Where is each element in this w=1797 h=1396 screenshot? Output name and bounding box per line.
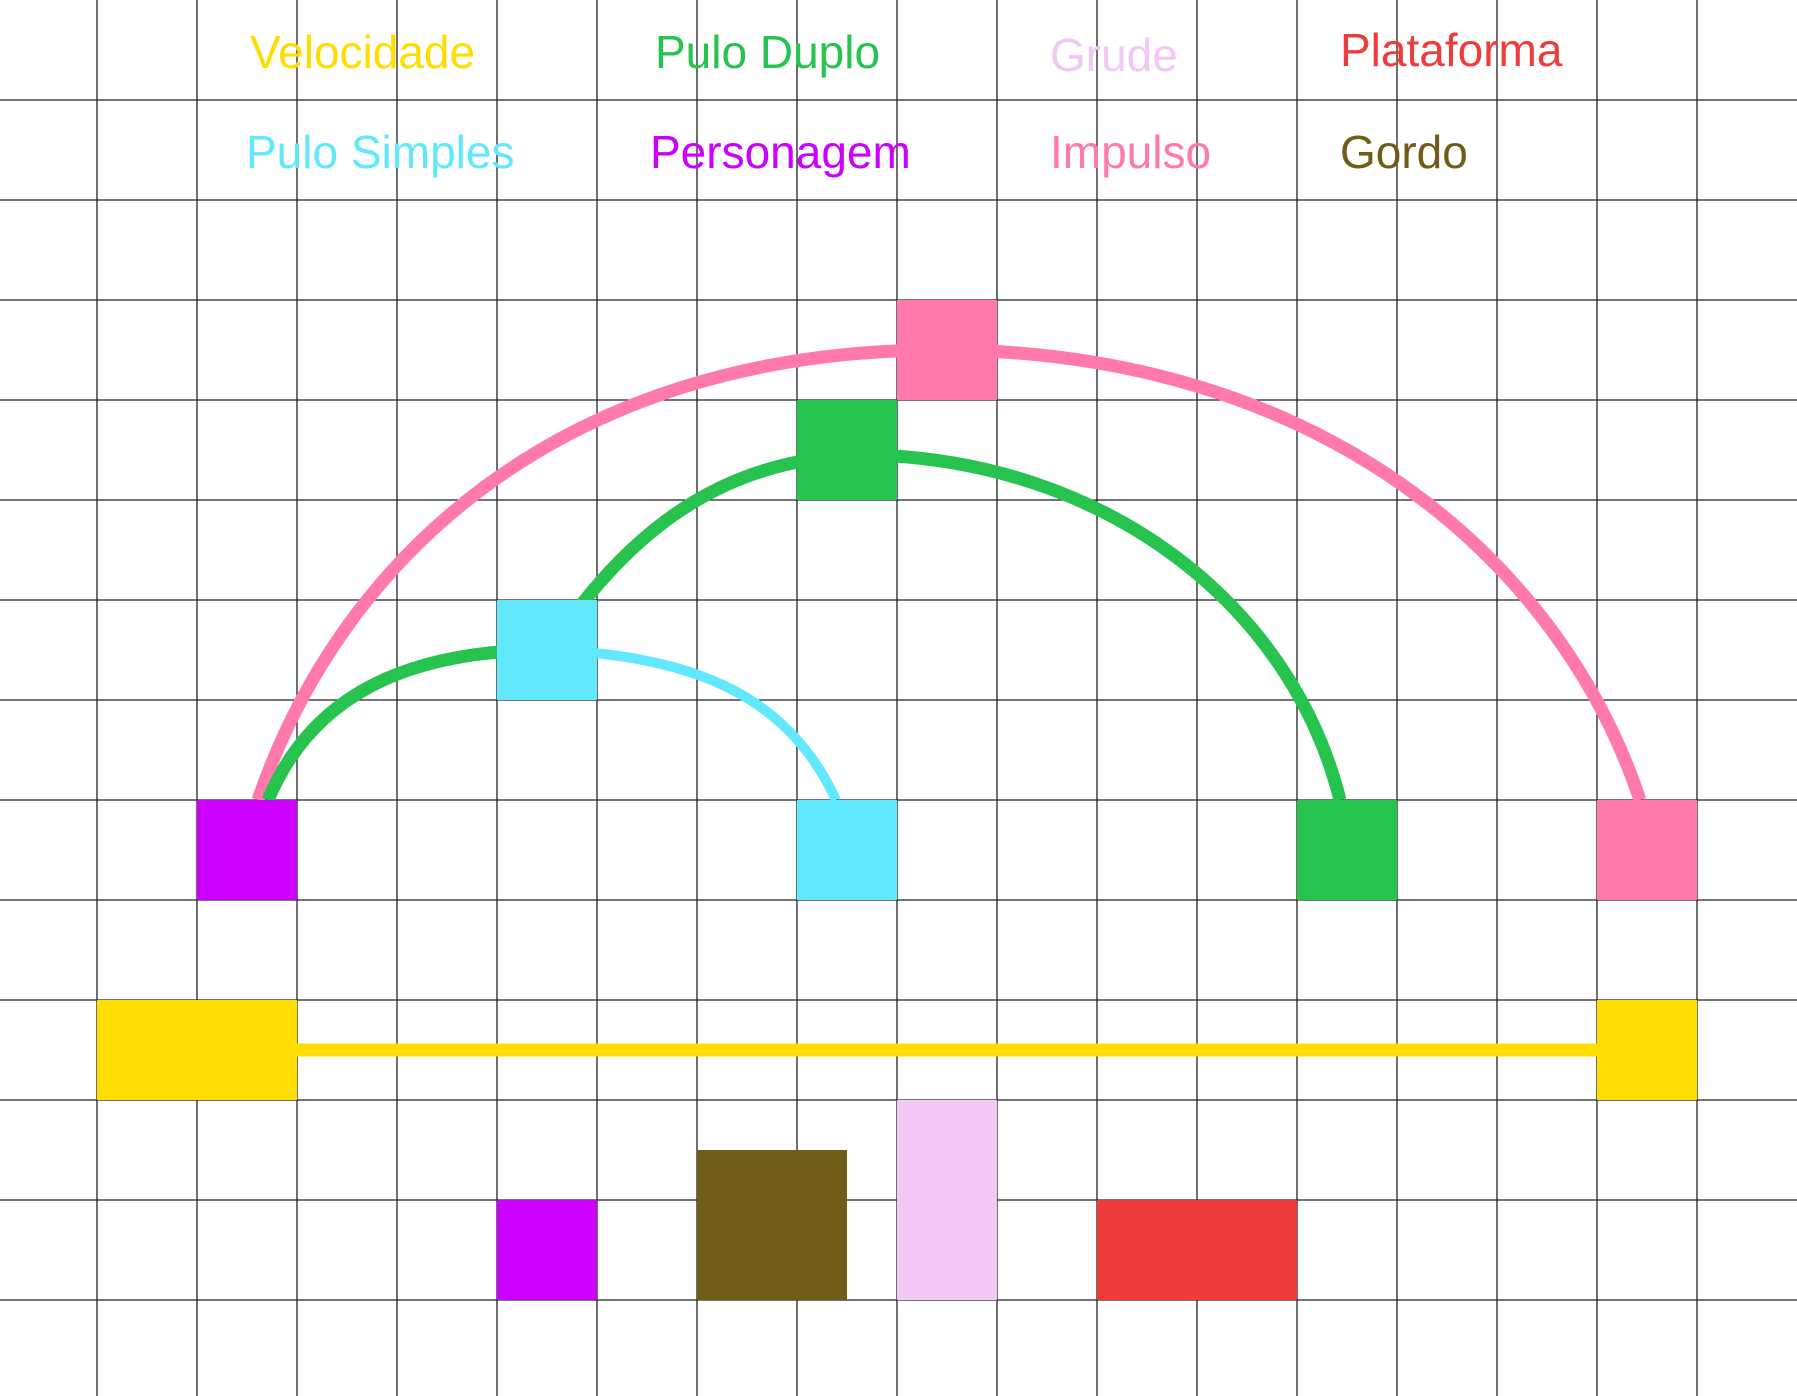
legend: Velocidade Pulo Duplo Grude Plataforma P…: [246, 24, 1563, 178]
velocidade-start-block: [97, 1000, 297, 1100]
gordo-sample-block: [697, 1150, 847, 1300]
legend-impulso: Impulso: [1050, 126, 1211, 178]
legend-plataforma: Plataforma: [1340, 24, 1563, 76]
pulo-simples-landing-block: [797, 800, 897, 900]
legend-pulo-duplo: Pulo Duplo: [655, 26, 880, 78]
pulo-duplo-peak-block: [797, 400, 897, 500]
legend-gordo: Gordo: [1340, 126, 1468, 178]
velocidade-end-block: [1597, 1000, 1697, 1100]
pulo-duplo-trajectory: [262, 448, 1347, 803]
legend-personagem: Personagem: [650, 126, 911, 178]
grude-sample-block: [897, 1100, 997, 1300]
legend-velocidade: Velocidade: [250, 26, 475, 78]
impulso-trajectory: [251, 343, 1647, 803]
plataforma-sample-block: [1097, 1200, 1297, 1300]
legend-grude: Grude: [1050, 29, 1178, 81]
personagem-sample-block: [497, 1200, 597, 1300]
impulso-landing-block: [1597, 800, 1697, 900]
impulso-peak-block: [897, 300, 997, 400]
pulo-simples-trajectory: [547, 645, 841, 803]
pulo-simples-peak-block: [497, 600, 597, 700]
pulo-duplo-landing-block: [1297, 800, 1397, 900]
legend-pulo-simples: Pulo Simples: [246, 126, 514, 178]
personagem-start-block: [197, 800, 297, 900]
